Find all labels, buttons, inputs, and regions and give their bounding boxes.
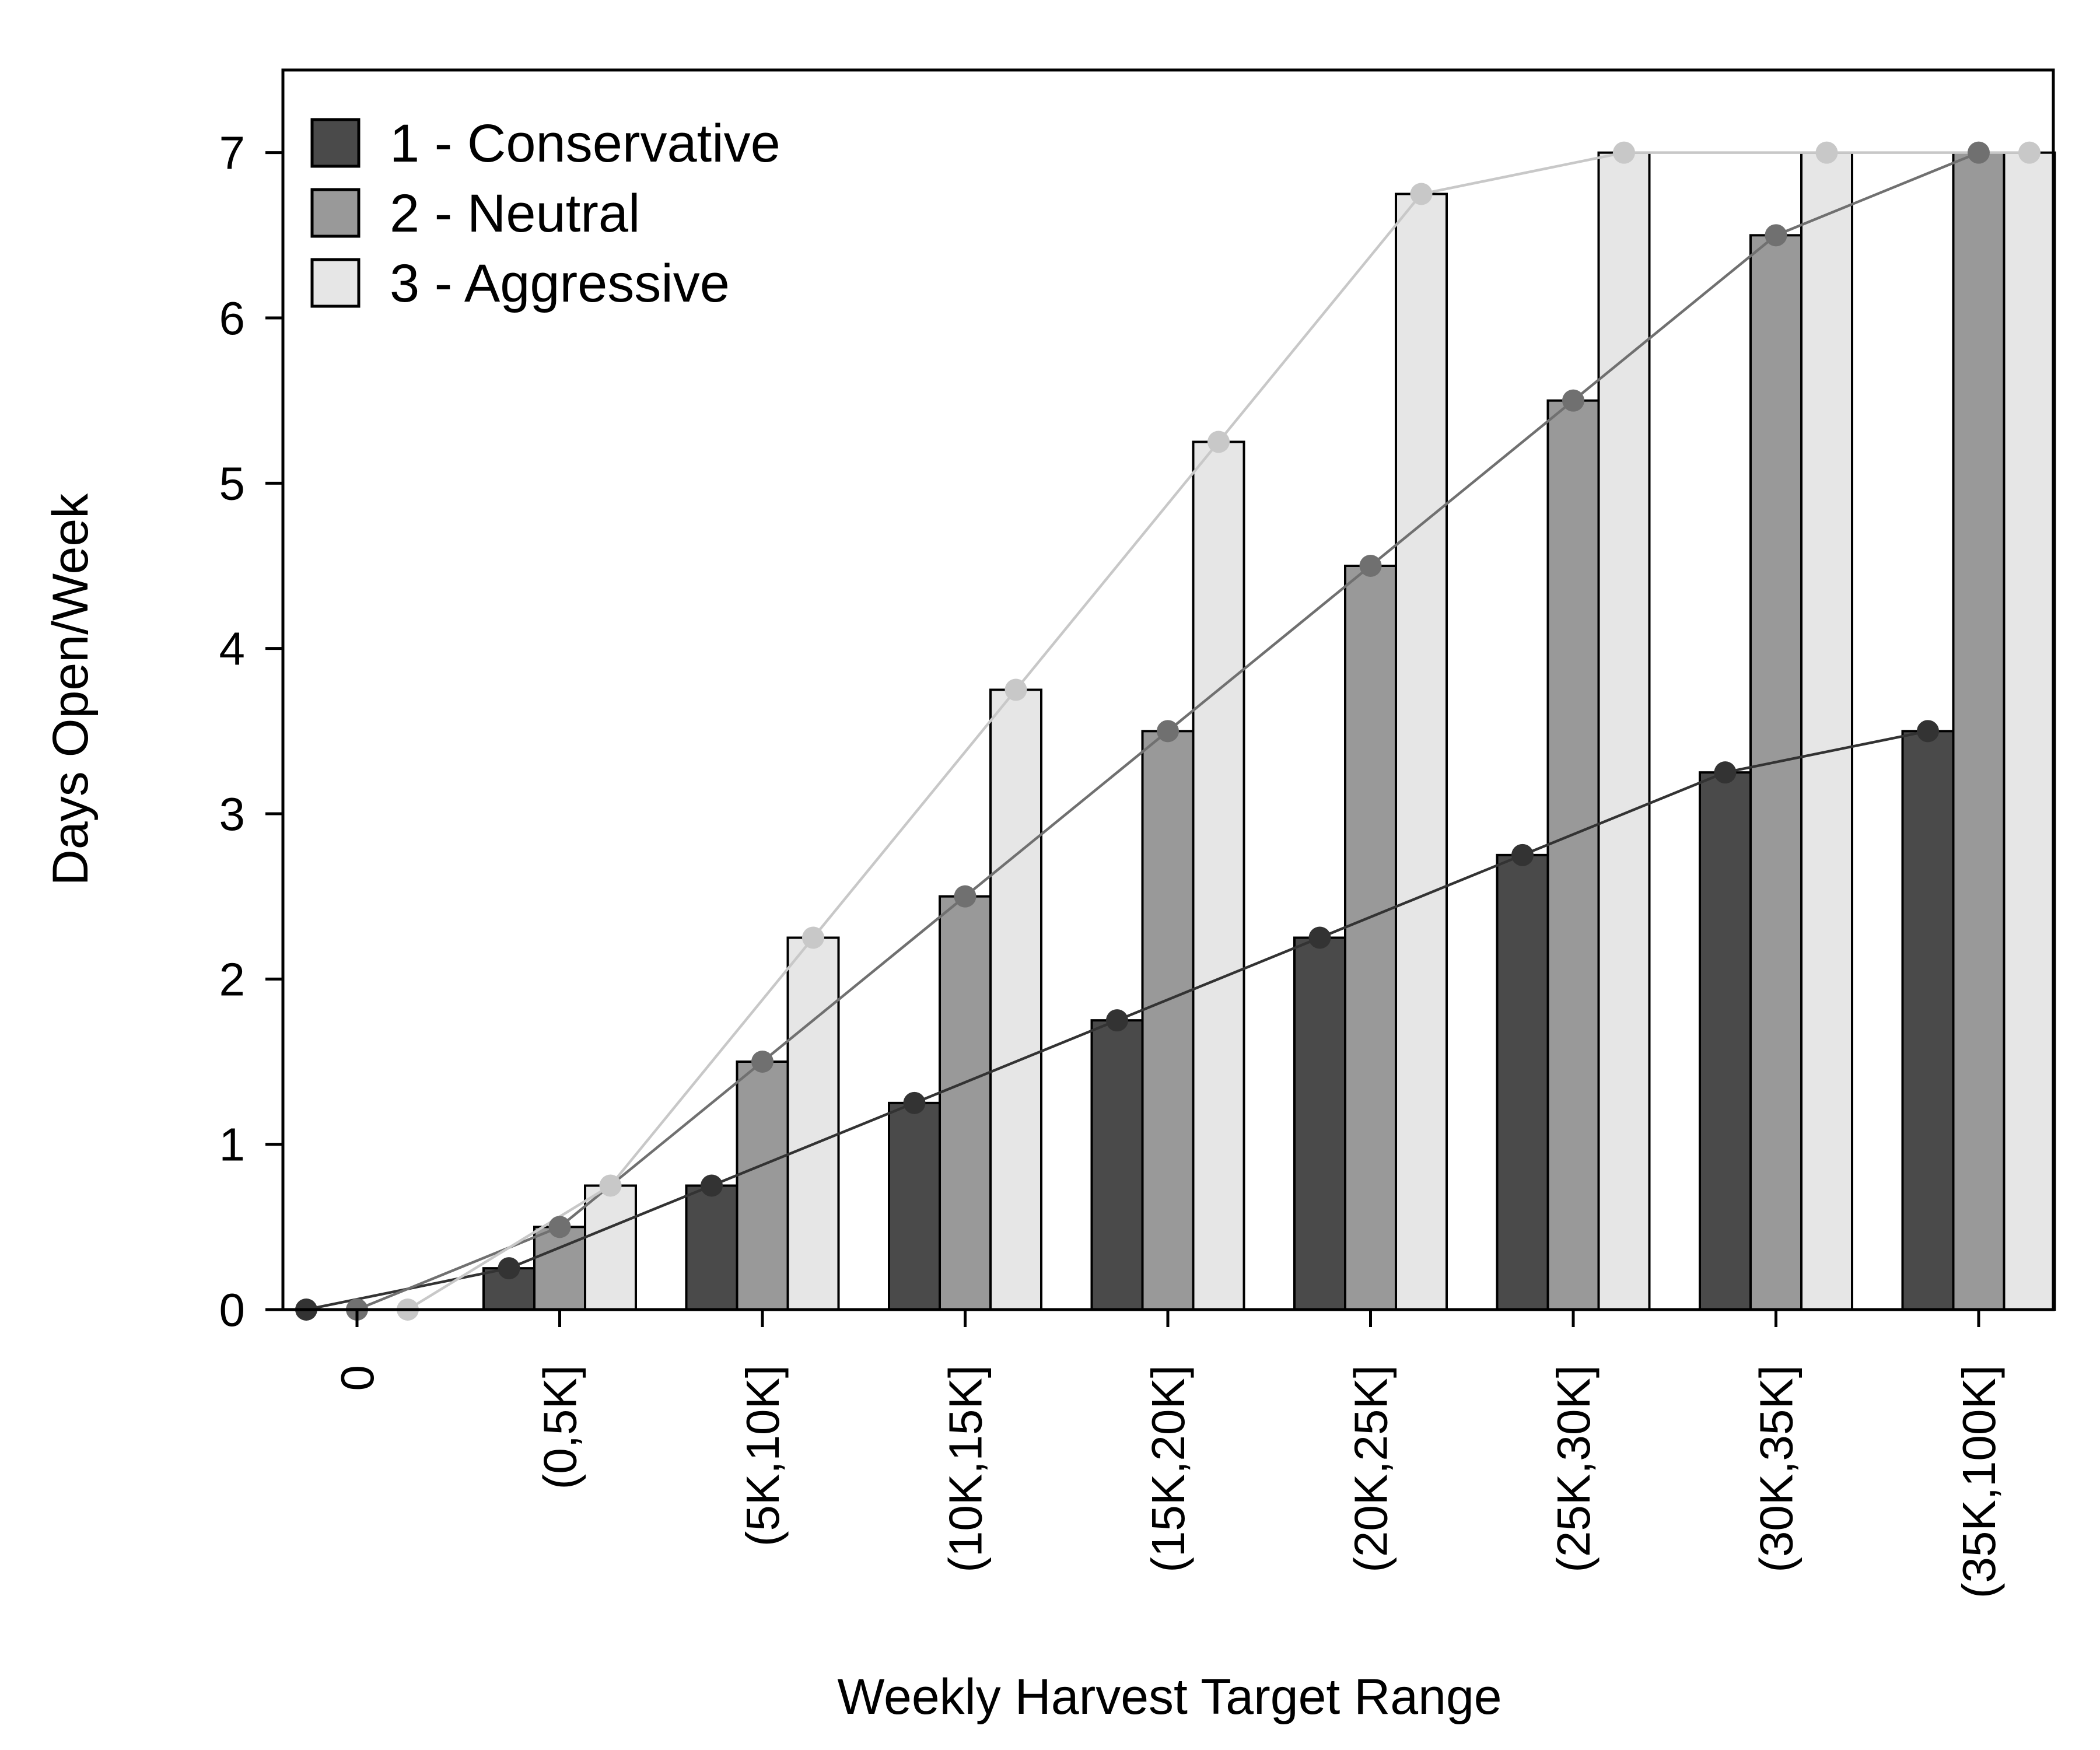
- data-point: [1005, 678, 1027, 701]
- y-axis-title: Days Open/Week: [43, 493, 99, 886]
- x-axis-title: Weekly Harvest Target Range: [837, 1669, 1502, 1725]
- bar: [1952, 151, 2006, 1311]
- data-point: [599, 1174, 622, 1197]
- data-point: [1613, 141, 1635, 164]
- bar: [736, 1060, 789, 1311]
- bar: [1496, 853, 1549, 1311]
- data-point: [1765, 224, 1787, 247]
- bar: [1800, 151, 1853, 1311]
- legend-swatch: [310, 118, 360, 168]
- y-tick-label: 0: [219, 1284, 246, 1336]
- data-point: [1157, 720, 1179, 743]
- bar: [1192, 440, 1245, 1311]
- data-point: [701, 1174, 723, 1197]
- bars-layer: [482, 151, 2056, 1311]
- data-point: [1410, 183, 1433, 205]
- data-point: [802, 926, 824, 949]
- data-point: [2018, 141, 2041, 164]
- x-tick-label: (5K,10K]: [737, 1365, 789, 1546]
- x-tick-label: (25K,30K]: [1548, 1365, 1600, 1573]
- bar: [989, 688, 1042, 1311]
- y-tick-label: 4: [219, 623, 246, 675]
- data-point: [1917, 720, 1939, 743]
- data-point: [903, 1091, 926, 1114]
- bar: [1749, 234, 1803, 1311]
- bar: [1546, 399, 1600, 1311]
- bar: [786, 936, 840, 1311]
- data-point: [954, 885, 977, 908]
- data-point: [1308, 926, 1331, 949]
- y-tick-label: 3: [219, 788, 246, 840]
- y-tick-label: 5: [219, 457, 246, 509]
- data-point: [1359, 555, 1382, 577]
- bar: [939, 895, 992, 1311]
- x-tick-label: (30K,35K]: [1751, 1365, 1803, 1573]
- data-point: [1968, 141, 1990, 164]
- bar: [1344, 565, 1397, 1311]
- legend-label: 1 - Conservative: [390, 114, 780, 173]
- bar: [1901, 730, 1955, 1311]
- x-tick-label: (20K,25K]: [1345, 1365, 1397, 1573]
- x-tick-label: (35K,100K]: [1953, 1365, 2005, 1598]
- x-tick-label: (0,5K]: [534, 1365, 586, 1489]
- data-point: [498, 1257, 520, 1280]
- bar: [584, 1184, 637, 1311]
- y-tick-label: 6: [219, 292, 246, 344]
- legend-swatch: [310, 188, 360, 238]
- legend: 1 - Conservative 2 - Neutral 3 - Aggressiv…: [310, 114, 780, 313]
- bar: [685, 1184, 738, 1311]
- bar: [2003, 151, 2056, 1311]
- data-point: [548, 1216, 571, 1238]
- data-point: [1511, 844, 1534, 866]
- bar: [1090, 1019, 1144, 1311]
- bar: [1141, 730, 1195, 1311]
- y-tick-label: 2: [219, 953, 246, 1005]
- y-tick-label: 1: [219, 1119, 246, 1171]
- bar: [1597, 151, 1651, 1311]
- legend-label: 3 - Aggressive: [390, 254, 730, 313]
- data-point: [1208, 430, 1230, 453]
- legend-swatch: [310, 258, 360, 308]
- data-point: [1106, 1009, 1128, 1032]
- legend-label: 2 - Neutral: [390, 184, 640, 243]
- data-point: [1815, 141, 1838, 164]
- y-axis: 0 1 2 3 4 5 6 7: [219, 127, 283, 1336]
- x-axis: 0 (0,5K] (5K,10K] (10K,15K] (15K,20K] (20K,25…: [331, 1310, 2005, 1598]
- data-point: [1562, 389, 1584, 412]
- bar: [888, 1101, 941, 1311]
- bar: [1395, 192, 1448, 1311]
- points-layer: [295, 141, 2041, 1321]
- x-tick-label: (10K,15K]: [940, 1365, 992, 1573]
- y-tick-label: 7: [219, 127, 246, 179]
- data-point: [751, 1051, 774, 1073]
- x-tick-label: 0: [331, 1365, 383, 1391]
- bar: [1699, 771, 1752, 1311]
- bar: [1293, 936, 1346, 1311]
- data-point: [1714, 761, 1737, 784]
- x-tick-label: (15K,20K]: [1142, 1365, 1194, 1573]
